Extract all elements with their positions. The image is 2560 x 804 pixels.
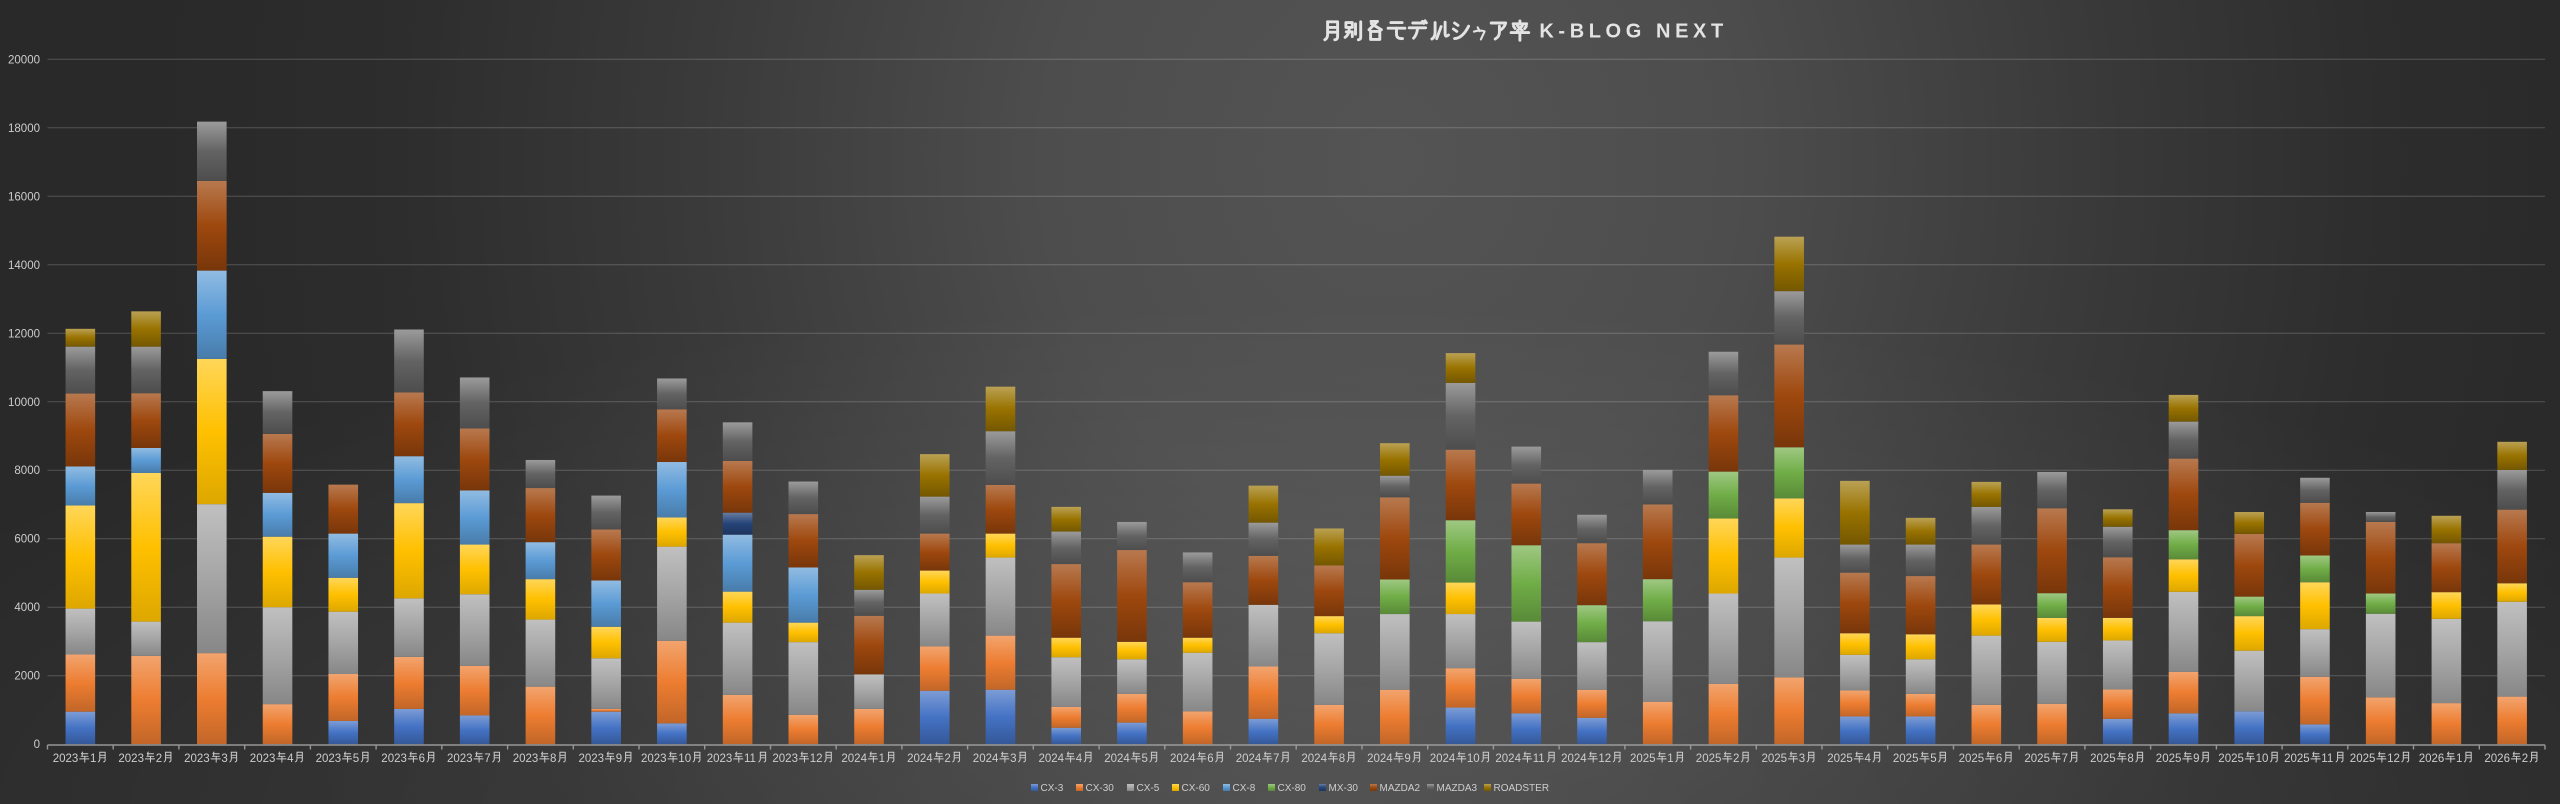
svg-text:7: 7 [1273, 753, 1279, 765]
svg-text:2025: 2025 [2156, 753, 2182, 765]
svg-text:2: 2 [156, 753, 162, 765]
svg-text:K-BLOG NEXT: K-BLOG NEXT [1539, 21, 1727, 43]
svg-text:2025: 2025 [2024, 753, 2050, 765]
svg-text:2025: 2025 [2350, 753, 2376, 765]
svg-text:2024: 2024 [973, 753, 999, 765]
svg-text:4: 4 [1076, 753, 1083, 765]
svg-text:2024: 2024 [1495, 753, 1521, 765]
svg-text:18000: 18000 [8, 123, 40, 135]
svg-text:10: 10 [2256, 753, 2269, 765]
svg-text:2000: 2000 [14, 671, 40, 683]
svg-text:2024: 2024 [1301, 753, 1327, 765]
svg-text:2026: 2026 [2419, 753, 2445, 765]
svg-text:11: 11 [2321, 753, 2333, 765]
svg-text:5: 5 [353, 753, 359, 765]
svg-text:2025: 2025 [2218, 753, 2244, 765]
svg-text:2025: 2025 [2284, 753, 2310, 765]
svg-text:2023: 2023 [641, 753, 667, 765]
svg-text:2024: 2024 [841, 753, 867, 765]
svg-text:ROADSTER: ROADSTER [1494, 783, 1550, 794]
svg-text:2025: 2025 [2090, 753, 2116, 765]
svg-text:1: 1 [2456, 753, 2462, 765]
svg-text:2025: 2025 [1630, 753, 1656, 765]
svg-text:0: 0 [34, 739, 40, 751]
svg-text:10: 10 [678, 753, 691, 765]
svg-text:2023: 2023 [381, 753, 407, 765]
svg-text:5: 5 [1142, 753, 1148, 765]
svg-text:6: 6 [1996, 753, 2002, 765]
svg-text:2024: 2024 [1170, 753, 1196, 765]
svg-text:3: 3 [1010, 753, 1016, 765]
svg-text:2024: 2024 [1236, 753, 1262, 765]
svg-text:9: 9 [616, 753, 622, 765]
svg-text:6: 6 [1207, 753, 1213, 765]
svg-text:CX-5: CX-5 [1137, 783, 1160, 794]
svg-text:CX-8: CX-8 [1233, 783, 1256, 794]
svg-text:4000: 4000 [14, 602, 40, 614]
svg-text:7: 7 [484, 753, 490, 765]
svg-text:2024: 2024 [1367, 753, 1393, 765]
svg-text:2025: 2025 [1959, 753, 1985, 765]
svg-text:2023: 2023 [447, 753, 473, 765]
svg-text:MX-30: MX-30 [1329, 783, 1359, 794]
svg-text:6000: 6000 [14, 534, 40, 546]
svg-text:11: 11 [744, 753, 756, 765]
svg-text:7: 7 [2062, 753, 2068, 765]
svg-text:2024: 2024 [1039, 753, 1065, 765]
svg-text:10000: 10000 [8, 397, 40, 409]
svg-text:2025: 2025 [1696, 753, 1722, 765]
svg-text:2024: 2024 [1561, 753, 1587, 765]
svg-text:MAZDA3: MAZDA3 [1437, 783, 1478, 794]
svg-text:5: 5 [1930, 753, 1936, 765]
svg-text:8000: 8000 [14, 465, 40, 477]
svg-text:16000: 16000 [8, 191, 40, 203]
svg-text:2023: 2023 [316, 753, 342, 765]
svg-text:9: 9 [2193, 753, 2199, 765]
svg-text:6: 6 [419, 753, 425, 765]
svg-text:12: 12 [810, 753, 823, 765]
svg-text:4: 4 [287, 753, 294, 765]
svg-text:2025: 2025 [1893, 753, 1919, 765]
svg-text:2023: 2023 [118, 753, 144, 765]
svg-text:8: 8 [1339, 753, 1345, 765]
svg-text:2026: 2026 [2484, 753, 2510, 765]
svg-text:2023: 2023 [513, 753, 539, 765]
svg-text:2023: 2023 [707, 753, 733, 765]
svg-text:1: 1 [90, 753, 96, 765]
svg-text:2025: 2025 [1762, 753, 1788, 765]
svg-text:8: 8 [550, 753, 556, 765]
svg-text:MAZDA2: MAZDA2 [1380, 783, 1421, 794]
svg-text:3: 3 [1799, 753, 1805, 765]
svg-text:14000: 14000 [8, 260, 40, 272]
svg-text:CX-80: CX-80 [1278, 783, 1307, 794]
svg-text:2023: 2023 [53, 753, 79, 765]
svg-text:20000: 20000 [8, 54, 40, 66]
svg-text:2023: 2023 [184, 753, 210, 765]
svg-text:2024: 2024 [907, 753, 933, 765]
svg-text:2024: 2024 [1430, 753, 1456, 765]
svg-text:2: 2 [1733, 753, 1739, 765]
svg-text:12: 12 [2387, 753, 2400, 765]
svg-text:1: 1 [1667, 753, 1673, 765]
svg-text:1: 1 [879, 753, 885, 765]
svg-text:2: 2 [944, 753, 950, 765]
svg-text:2023: 2023 [250, 753, 276, 765]
svg-text:2: 2 [2522, 753, 2528, 765]
svg-text:10: 10 [1467, 753, 1480, 765]
svg-text:4: 4 [1865, 753, 1872, 765]
svg-text:12000: 12000 [8, 328, 40, 340]
svg-text:CX-3: CX-3 [1041, 783, 1064, 794]
svg-text:2024: 2024 [1104, 753, 1130, 765]
svg-text:9: 9 [1404, 753, 1410, 765]
svg-text:2025: 2025 [1827, 753, 1853, 765]
svg-text:12: 12 [1598, 753, 1611, 765]
svg-text:8: 8 [2127, 753, 2133, 765]
svg-text:3: 3 [221, 753, 227, 765]
svg-text:CX-60: CX-60 [1182, 783, 1211, 794]
svg-text:2023: 2023 [772, 753, 798, 765]
svg-text:11: 11 [1533, 753, 1545, 765]
svg-text:CX-30: CX-30 [1086, 783, 1115, 794]
svg-text:2023: 2023 [579, 753, 605, 765]
